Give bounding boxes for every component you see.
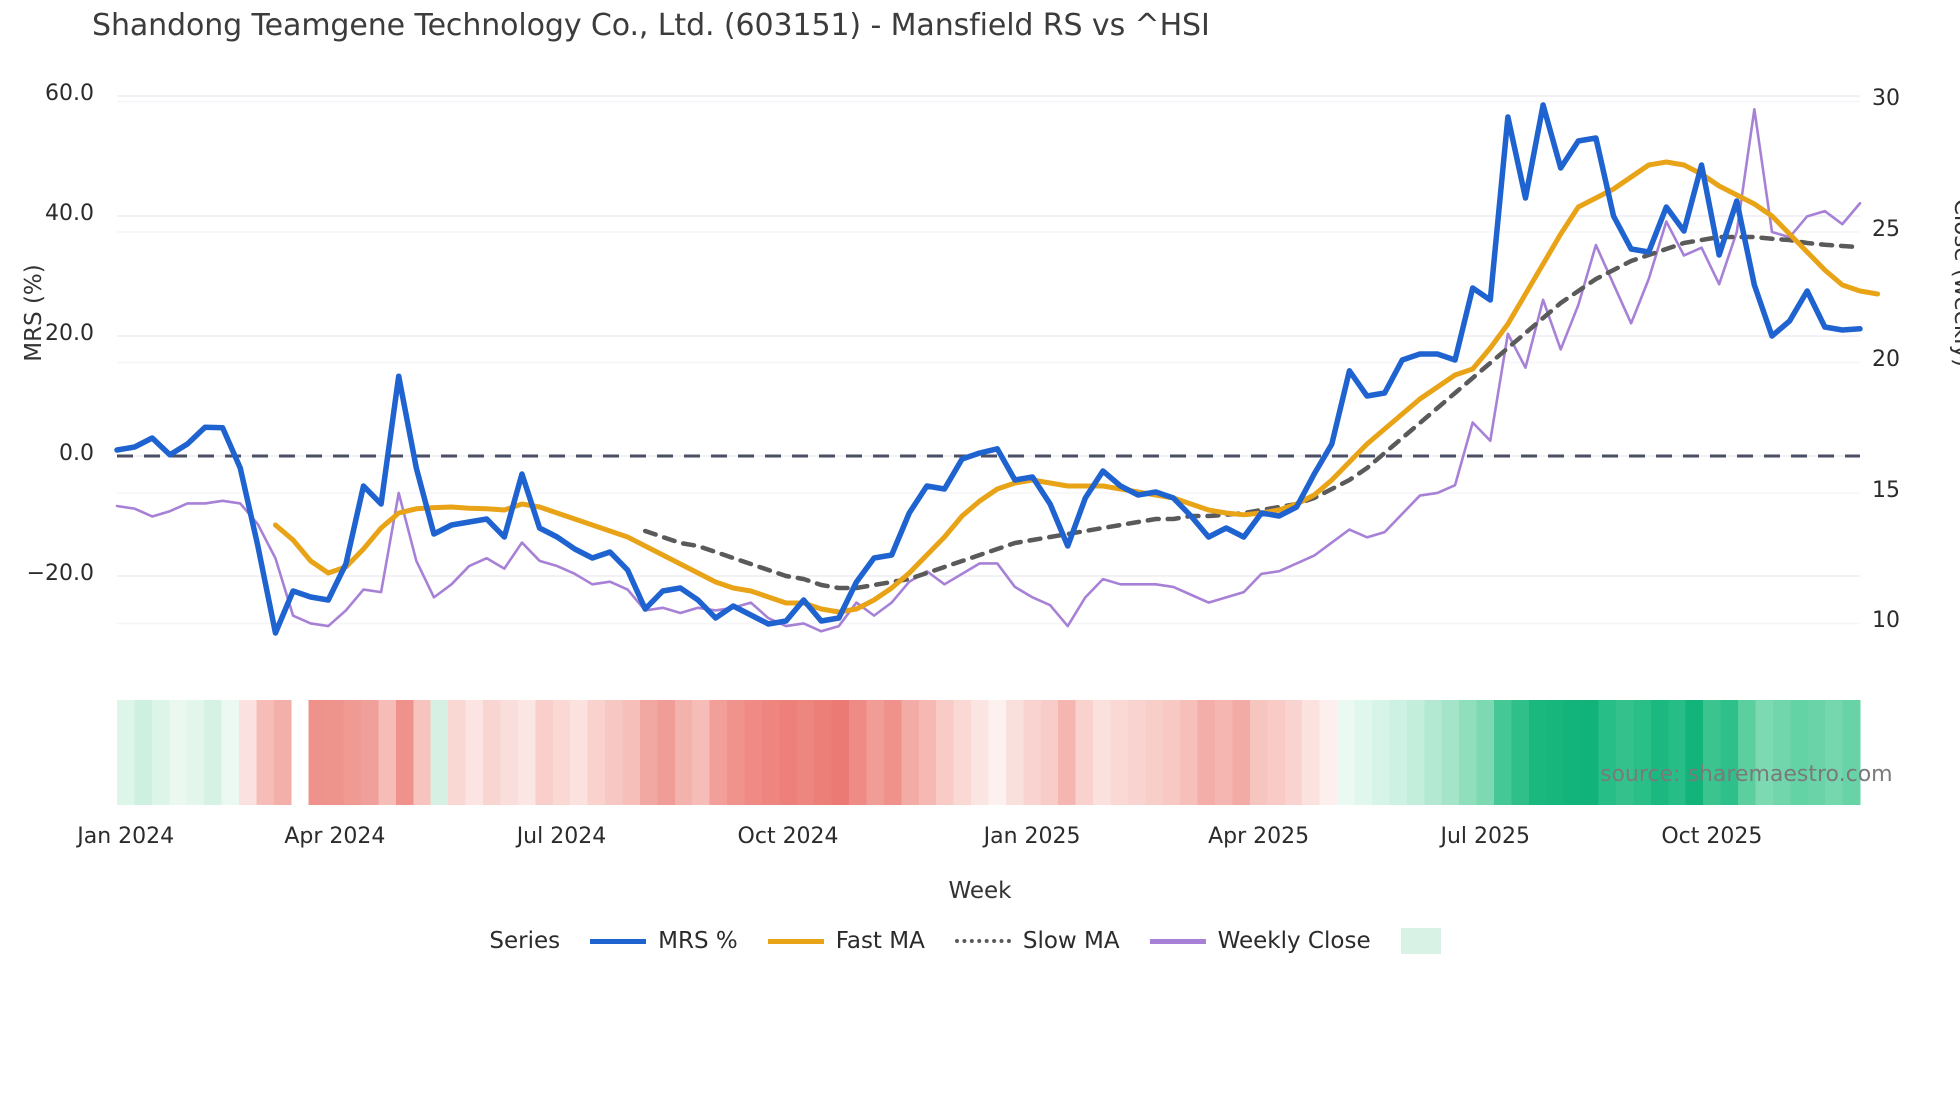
legend-item[interactable]: Weekly Close: [1149, 928, 1371, 954]
y-tick-left: 60.0: [45, 81, 94, 106]
series-line-mrs: [114, 102, 1863, 636]
y-tick-left: 40.0: [45, 201, 94, 226]
x-tick: Jul 2025: [1440, 824, 1531, 849]
series-line-weekly-close: [115, 108, 1862, 633]
legend-label: Fast MA: [835, 928, 925, 954]
legend-line-swatch: [590, 938, 647, 944]
legend-title: Series: [489, 928, 561, 954]
x-tick: Jul 2024: [516, 824, 607, 849]
series-line-fast-ma: [272, 159, 1881, 615]
legend-line-swatch: [954, 939, 1011, 943]
x-tick: Apr 2024: [284, 824, 386, 849]
legend-line-swatch: [767, 938, 824, 944]
y-tick-right: 30: [1872, 86, 1900, 112]
x-tick: Oct 2024: [737, 824, 839, 849]
legend-line-swatch: [1149, 938, 1206, 944]
legend-item[interactable]: MRS %: [590, 928, 738, 954]
legend-label: Slow MA: [1022, 928, 1120, 954]
y-tick-right: 15: [1872, 477, 1900, 503]
y-tick-right: 10: [1872, 608, 1900, 634]
y-tick-left: −20.0: [26, 561, 94, 586]
y-tick-left: 0.0: [59, 441, 94, 466]
legend-item[interactable]: Slow MA: [954, 928, 1120, 954]
page-title: Shandong Teamgene Technology Co., Ltd. (…: [92, 8, 1210, 43]
source-watermark: source: sharemaestro.com: [1600, 762, 1893, 787]
legend-label: Weekly Close: [1217, 928, 1371, 954]
x-axis-label: Week: [948, 878, 1012, 904]
legend-heat-swatch: [1400, 928, 1441, 954]
y-tick-right: 20: [1872, 347, 1900, 373]
x-tick: Apr 2025: [1208, 824, 1310, 849]
x-tick: Jan 2024: [77, 824, 175, 849]
legend-label: MRS %: [658, 928, 738, 954]
y-tick-left: 20.0: [45, 321, 94, 346]
chart-legend: Series MRS % Fast MA Slow MA Weekly Close: [0, 928, 1960, 954]
y-tick-right: 25: [1872, 216, 1900, 242]
x-tick: Oct 2025: [1661, 824, 1763, 849]
x-tick: Jan 2025: [983, 824, 1081, 849]
legend-item[interactable]: Fast MA: [767, 928, 925, 954]
legend-item[interactable]: [1400, 928, 1441, 954]
series-line-slow-ma: [642, 234, 1863, 591]
